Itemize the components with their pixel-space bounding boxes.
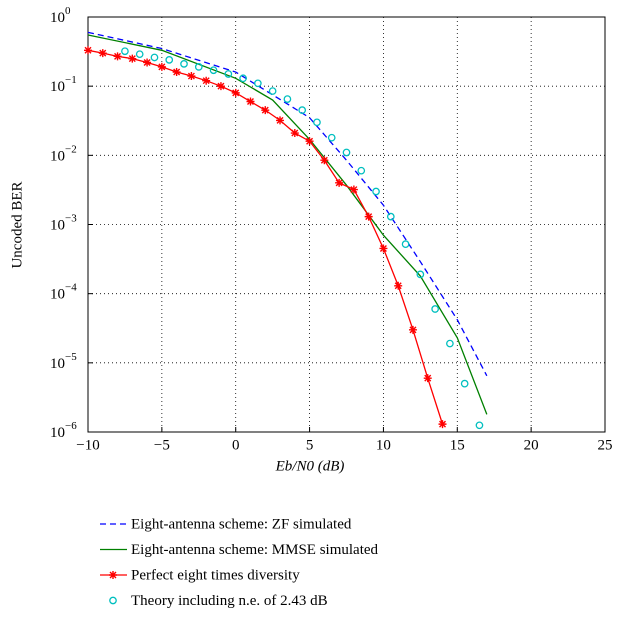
star-marker	[423, 374, 432, 383]
y-axis-label: Uncoded BER	[9, 181, 25, 268]
y-tick-base: 10	[50, 10, 65, 26]
circle-marker	[431, 305, 439, 313]
star-marker	[187, 72, 196, 81]
star-marker	[84, 46, 92, 55]
star-marker	[320, 156, 329, 165]
plot-frame	[87, 16, 606, 433]
y-tick-base: 10	[50, 425, 65, 441]
circle-marker	[109, 596, 117, 605]
circle-marker	[416, 270, 425, 279]
star-marker	[143, 58, 152, 67]
star-marker	[128, 54, 137, 63]
star-marker	[408, 325, 417, 334]
y-tick-exponent: −1	[65, 74, 77, 86]
x-tick-label: 15	[450, 437, 465, 453]
y-tick-exponent: −2	[65, 143, 77, 155]
y-tick-exponent: −5	[65, 350, 77, 362]
legend-label: Theory including n.e. of 2.43 dB	[131, 593, 328, 609]
star-marker	[246, 97, 255, 106]
star-marker	[335, 178, 344, 187]
star-marker	[276, 116, 285, 125]
star-marker	[109, 571, 117, 579]
star-marker	[113, 52, 122, 61]
star-marker	[157, 62, 166, 71]
circle-marker	[268, 87, 277, 95]
x-tick-label: 5	[306, 437, 314, 453]
star-marker	[172, 68, 181, 77]
circle-marker	[194, 63, 203, 71]
star-marker	[290, 129, 299, 138]
legend-label: Eight-antenna scheme: ZF simulated	[131, 516, 352, 532]
y-tick-base: 10	[50, 80, 65, 96]
y-tick-label: 100	[50, 5, 71, 27]
y-tick-base: 10	[50, 287, 65, 303]
star-marker	[202, 76, 211, 85]
circle-marker	[135, 50, 144, 59]
y-tick-label: 10−1	[50, 74, 77, 96]
star-marker	[349, 185, 358, 194]
circle-marker	[165, 56, 174, 64]
legend-label: Perfect eight times diversity	[131, 567, 300, 583]
circle-marker	[121, 47, 129, 56]
y-tick-base: 10	[50, 218, 65, 234]
star-marker	[305, 137, 314, 146]
circle-marker	[460, 379, 469, 388]
y-tick-exponent: −3	[65, 212, 77, 224]
y-tick-exponent: −4	[65, 281, 77, 293]
x-tick-label: 0	[232, 437, 240, 453]
circle-marker	[150, 53, 159, 62]
x-tick-label: 20	[524, 437, 539, 453]
y-tick-label: 10−2	[50, 143, 77, 165]
circle-marker	[239, 74, 247, 83]
circle-marker	[283, 95, 292, 103]
y-tick-exponent: 0	[65, 5, 71, 17]
y-tick-base: 10	[50, 356, 65, 372]
y-tick-label: 10−3	[50, 212, 77, 234]
x-tick-label: −5	[154, 437, 170, 453]
circle-marker	[180, 60, 188, 68]
circle-marker	[401, 240, 410, 248]
circle-marker	[298, 106, 307, 115]
y-tick-label: 10−4	[50, 281, 77, 303]
circle-marker	[386, 212, 395, 221]
legend-label: Eight-antenna scheme: MMSE simulated	[131, 542, 379, 558]
star-marker	[216, 82, 225, 91]
series-line	[87, 34, 488, 415]
circle-marker	[313, 118, 321, 127]
circle-marker	[327, 133, 336, 142]
y-tick-exponent: −6	[65, 420, 77, 432]
circle-marker	[357, 166, 366, 175]
circle-marker	[372, 187, 380, 196]
circle-marker	[209, 66, 218, 75]
y-tick-label: 10−6	[50, 420, 77, 442]
y-tick-base: 10	[50, 149, 65, 165]
circle-marker	[224, 70, 233, 78]
circle-marker	[475, 421, 484, 430]
circle-marker	[254, 79, 262, 88]
y-tick-label: 10−5	[50, 350, 77, 372]
star-marker	[438, 420, 447, 429]
star-marker	[379, 244, 388, 253]
star-marker	[261, 106, 270, 115]
x-tick-label: −10	[76, 437, 99, 453]
series-line	[87, 31, 488, 377]
circle-marker	[446, 339, 454, 348]
circle-marker	[342, 148, 351, 157]
x-axis-label: Eb/N0 (dB)	[275, 458, 345, 474]
x-tick-label: 25	[598, 437, 613, 453]
star-marker	[394, 281, 403, 290]
star-marker	[98, 49, 107, 58]
star-marker	[231, 88, 240, 97]
x-tick-label: 10	[376, 437, 391, 453]
star-marker	[364, 212, 373, 221]
